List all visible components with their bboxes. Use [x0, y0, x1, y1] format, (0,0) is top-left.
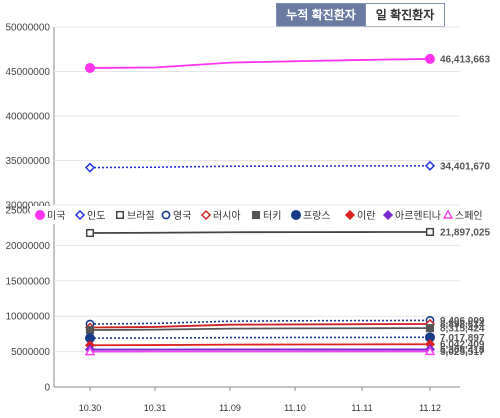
legend-item-5: 러시아	[200, 209, 241, 222]
x-tick-label: 11.11	[351, 403, 372, 413]
upper-y-tick-label: 35000000	[6, 156, 51, 167]
legend-label: 스페인	[455, 210, 483, 222]
x-tick-label: 10.31	[144, 403, 167, 413]
data-point-end	[425, 324, 435, 333]
legend-label: 이란	[357, 210, 375, 222]
data-point-start	[84, 162, 96, 173]
data-point-start	[84, 346, 96, 356]
legend-label: 아르헨티나	[395, 210, 441, 222]
legend-item-3: 브라질	[115, 210, 155, 222]
lower-y-tick-label: 15000000	[6, 276, 51, 287]
tab-cumulative-cases[interactable]: 누적 확진환자	[276, 3, 366, 27]
data-point-end	[424, 160, 436, 171]
legend-item-6: 터키	[251, 210, 281, 222]
series-4: 9,406,009	[85, 316, 485, 329]
series-6: 8,315,424	[85, 324, 485, 335]
legend-marker	[34, 210, 45, 221]
lower-y-tick-label: 20000000	[6, 241, 51, 252]
series-line	[89, 336, 431, 339]
data-label: 34,401,670	[440, 161, 490, 172]
x-tick-label: 11.12	[419, 403, 441, 413]
legend-item-8: 이란	[344, 209, 375, 222]
series-7: 7,017,897	[85, 332, 485, 344]
legend-item-9: 아르헨티나	[382, 209, 441, 222]
series-2: 34,401,670	[84, 160, 490, 173]
data-label: 46,413,663	[440, 54, 490, 65]
series-line	[89, 165, 431, 169]
data-point-start	[85, 62, 96, 73]
legend-label: 미국	[47, 210, 65, 222]
data-point-start	[85, 228, 95, 238]
legend-marker	[161, 210, 171, 220]
legend-label: 터키	[263, 210, 281, 222]
legend-item-2: 인도	[74, 209, 105, 222]
lower-y-tick-label: 0	[44, 383, 50, 394]
data-point-end	[424, 345, 436, 356]
legend-marker	[442, 209, 454, 219]
series-9: 5,308,418	[84, 344, 485, 356]
series-line	[89, 58, 431, 69]
series-line	[89, 343, 431, 347]
legend-label: 브라질	[127, 210, 155, 222]
lower-y-tick-label: 25000000	[6, 206, 51, 217]
legend-marker	[200, 209, 212, 221]
upper-y-tick-label: 50000000	[6, 23, 51, 34]
x-tick-label: 11.10	[284, 403, 306, 413]
legend-marker	[251, 210, 261, 220]
chart-tabs: 누적 확진환자 일 확진환자	[276, 3, 445, 27]
x-tick-label: 11.09	[219, 403, 241, 413]
legend-label: 러시아	[213, 210, 241, 222]
legend-item-10: 스페인	[442, 209, 483, 222]
series-1: 46,413,663	[85, 53, 490, 73]
legend-marker	[382, 209, 394, 221]
legend-marker	[74, 209, 86, 221]
legend-label: 영국	[173, 210, 191, 222]
series-line	[89, 323, 431, 329]
data-label: 5,308,418	[440, 345, 485, 356]
upper-y-tick-label: 30000000	[6, 201, 51, 212]
data-label: 8,898,614	[440, 319, 485, 330]
data-point-start	[85, 325, 95, 335]
data-point-end	[425, 227, 435, 237]
data-label: 9,406,009	[440, 316, 485, 327]
lower-y-tick-label: 5000000	[11, 347, 50, 358]
legend-item-4: 영국	[161, 210, 191, 222]
series-line	[89, 327, 431, 331]
legend-label: 인도	[87, 210, 105, 222]
data-label: 6,042,409	[440, 340, 485, 351]
x-tick-label: 10.30	[79, 403, 102, 413]
data-label: 21,897,025	[440, 227, 490, 238]
lower-y-tick-label: 10000000	[6, 312, 51, 323]
series-line	[89, 319, 431, 325]
legend-item-7: 프랑스	[290, 210, 331, 222]
legend-marker	[290, 210, 301, 221]
data-label: 5,025,517	[440, 347, 485, 358]
legend-marker	[344, 209, 356, 221]
legend-marker	[115, 210, 125, 220]
series-line	[89, 231, 431, 234]
legend-label: 프랑스	[303, 210, 331, 222]
upper-y-tick-label: 40000000	[6, 112, 51, 123]
data-point-end	[424, 53, 435, 64]
data-label: 8,315,424	[440, 324, 485, 335]
series-3: 21,897,025	[85, 227, 490, 238]
upper-y-tick-label: 45000000	[6, 67, 51, 78]
legend-item-1: 미국	[34, 210, 65, 222]
series-10: 5,025,517	[84, 345, 485, 358]
data-label: 7,017,897	[440, 333, 485, 344]
